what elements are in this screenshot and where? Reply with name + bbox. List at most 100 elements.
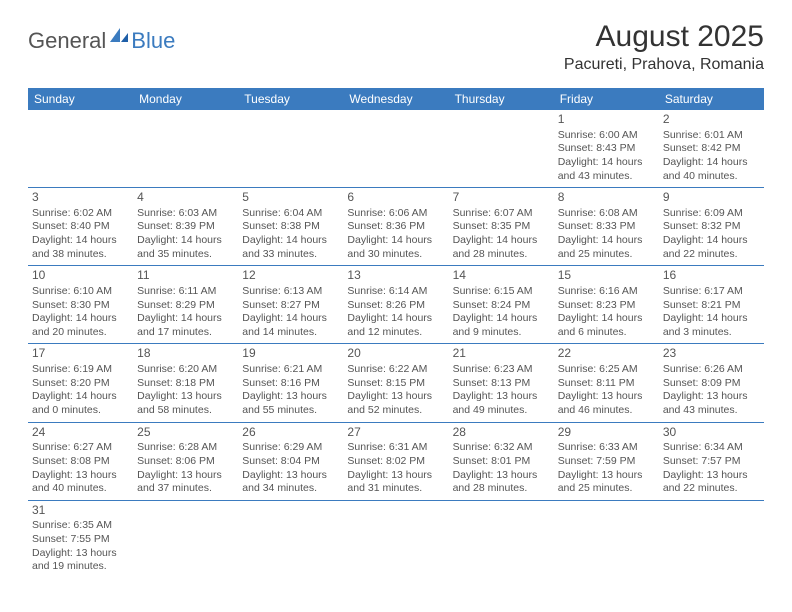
- day-detail: Daylight: 13 hours: [347, 390, 444, 404]
- calendar-cell: 30Sunrise: 6:34 AMSunset: 7:57 PMDayligh…: [659, 422, 764, 500]
- calendar-cell: 3Sunrise: 6:02 AMSunset: 8:40 PMDaylight…: [28, 188, 133, 266]
- day-number: 27: [347, 425, 444, 441]
- day-detail: Sunrise: 6:17 AM: [663, 285, 760, 299]
- day-detail: Daylight: 14 hours: [347, 234, 444, 248]
- day-detail: Daylight: 13 hours: [558, 469, 655, 483]
- day-detail: Daylight: 14 hours: [32, 234, 129, 248]
- day-detail: Sunset: 8:40 PM: [32, 220, 129, 234]
- day-detail: Daylight: 14 hours: [242, 312, 339, 326]
- logo-text-blue: Blue: [131, 28, 175, 54]
- day-detail: Sunset: 8:08 PM: [32, 455, 129, 469]
- day-detail: Sunrise: 6:23 AM: [453, 363, 550, 377]
- day-number: 20: [347, 346, 444, 362]
- calendar-row: 31Sunrise: 6:35 AMSunset: 7:55 PMDayligh…: [28, 500, 764, 578]
- day-detail: Sunset: 8:35 PM: [453, 220, 550, 234]
- day-number: 19: [242, 346, 339, 362]
- day-detail: and 25 minutes.: [558, 482, 655, 496]
- day-detail: Daylight: 14 hours: [558, 312, 655, 326]
- day-detail: and 28 minutes.: [453, 482, 550, 496]
- calendar-cell: 13Sunrise: 6:14 AMSunset: 8:26 PMDayligh…: [343, 266, 448, 344]
- day-detail: and 0 minutes.: [32, 404, 129, 418]
- day-number: 6: [347, 190, 444, 206]
- day-detail: Daylight: 13 hours: [453, 469, 550, 483]
- day-detail: Sunset: 8:42 PM: [663, 142, 760, 156]
- day-detail: Sunrise: 6:13 AM: [242, 285, 339, 299]
- calendar-row: 3Sunrise: 6:02 AMSunset: 8:40 PMDaylight…: [28, 188, 764, 266]
- day-detail: Sunrise: 6:35 AM: [32, 519, 129, 533]
- calendar-cell: 8Sunrise: 6:08 AMSunset: 8:33 PMDaylight…: [554, 188, 659, 266]
- day-detail: Sunrise: 6:34 AM: [663, 441, 760, 455]
- calendar-row: 17Sunrise: 6:19 AMSunset: 8:20 PMDayligh…: [28, 344, 764, 422]
- day-number: 8: [558, 190, 655, 206]
- day-number: 22: [558, 346, 655, 362]
- day-detail: and 40 minutes.: [32, 482, 129, 496]
- calendar-cell: 7Sunrise: 6:07 AMSunset: 8:35 PMDaylight…: [449, 188, 554, 266]
- day-detail: Sunset: 8:24 PM: [453, 299, 550, 313]
- calendar-row: 24Sunrise: 6:27 AMSunset: 8:08 PMDayligh…: [28, 422, 764, 500]
- day-detail: and 9 minutes.: [453, 326, 550, 340]
- calendar-cell: 9Sunrise: 6:09 AMSunset: 8:32 PMDaylight…: [659, 188, 764, 266]
- day-detail: Daylight: 14 hours: [663, 156, 760, 170]
- day-number: 5: [242, 190, 339, 206]
- day-detail: Sunset: 8:16 PM: [242, 377, 339, 391]
- day-detail: Sunrise: 6:26 AM: [663, 363, 760, 377]
- day-number: 23: [663, 346, 760, 362]
- calendar-cell: 5Sunrise: 6:04 AMSunset: 8:38 PMDaylight…: [238, 188, 343, 266]
- calendar-cell: [133, 110, 238, 188]
- calendar-cell: 10Sunrise: 6:10 AMSunset: 8:30 PMDayligh…: [28, 266, 133, 344]
- day-detail: Sunrise: 6:02 AM: [32, 207, 129, 221]
- day-detail: and 22 minutes.: [663, 482, 760, 496]
- day-detail: Sunrise: 6:11 AM: [137, 285, 234, 299]
- location: Pacureti, Prahova, Romania: [564, 56, 764, 74]
- day-detail: Daylight: 14 hours: [558, 234, 655, 248]
- day-detail: and 37 minutes.: [137, 482, 234, 496]
- day-detail: and 43 minutes.: [558, 170, 655, 184]
- calendar-cell: 25Sunrise: 6:28 AMSunset: 8:06 PMDayligh…: [133, 422, 238, 500]
- day-detail: Sunset: 8:06 PM: [137, 455, 234, 469]
- day-detail: and 33 minutes.: [242, 248, 339, 262]
- day-number: 4: [137, 190, 234, 206]
- day-detail: Sunrise: 6:28 AM: [137, 441, 234, 455]
- calendar-cell: 23Sunrise: 6:26 AMSunset: 8:09 PMDayligh…: [659, 344, 764, 422]
- day-number: 18: [137, 346, 234, 362]
- day-number: 10: [32, 268, 129, 284]
- weekday-wednesday: Wednesday: [343, 88, 448, 110]
- day-number: 16: [663, 268, 760, 284]
- day-detail: Daylight: 14 hours: [32, 390, 129, 404]
- day-detail: Sunrise: 6:07 AM: [453, 207, 550, 221]
- day-detail: and 17 minutes.: [137, 326, 234, 340]
- day-detail: and 20 minutes.: [32, 326, 129, 340]
- calendar-cell: 4Sunrise: 6:03 AMSunset: 8:39 PMDaylight…: [133, 188, 238, 266]
- day-detail: and 49 minutes.: [453, 404, 550, 418]
- day-number: 28: [453, 425, 550, 441]
- day-detail: Sunset: 8:20 PM: [32, 377, 129, 391]
- day-detail: and 19 minutes.: [32, 560, 129, 574]
- calendar-cell: 19Sunrise: 6:21 AMSunset: 8:16 PMDayligh…: [238, 344, 343, 422]
- day-detail: Daylight: 13 hours: [663, 390, 760, 404]
- day-detail: Sunset: 8:01 PM: [453, 455, 550, 469]
- day-number: 25: [137, 425, 234, 441]
- day-detail: Sunrise: 6:00 AM: [558, 129, 655, 143]
- sail-icon: [108, 26, 130, 49]
- day-detail: Daylight: 14 hours: [453, 312, 550, 326]
- day-detail: Sunrise: 6:33 AM: [558, 441, 655, 455]
- day-detail: Sunrise: 6:21 AM: [242, 363, 339, 377]
- day-detail: and 28 minutes.: [453, 248, 550, 262]
- day-number: 2: [663, 112, 760, 128]
- day-number: 12: [242, 268, 339, 284]
- calendar-cell: 1Sunrise: 6:00 AMSunset: 8:43 PMDaylight…: [554, 110, 659, 188]
- calendar-cell: 27Sunrise: 6:31 AMSunset: 8:02 PMDayligh…: [343, 422, 448, 500]
- header: General Blue August 2025 Pacureti, Praho…: [0, 0, 792, 82]
- day-detail: Sunrise: 6:22 AM: [347, 363, 444, 377]
- day-detail: and 3 minutes.: [663, 326, 760, 340]
- day-detail: and 25 minutes.: [558, 248, 655, 262]
- calendar-cell: 17Sunrise: 6:19 AMSunset: 8:20 PMDayligh…: [28, 344, 133, 422]
- day-detail: Sunrise: 6:10 AM: [32, 285, 129, 299]
- day-detail: Sunset: 8:15 PM: [347, 377, 444, 391]
- day-detail: Sunset: 8:43 PM: [558, 142, 655, 156]
- calendar-row: 10Sunrise: 6:10 AMSunset: 8:30 PMDayligh…: [28, 266, 764, 344]
- calendar-cell: [343, 110, 448, 188]
- day-number: 7: [453, 190, 550, 206]
- day-detail: Sunset: 8:02 PM: [347, 455, 444, 469]
- calendar-cell: 22Sunrise: 6:25 AMSunset: 8:11 PMDayligh…: [554, 344, 659, 422]
